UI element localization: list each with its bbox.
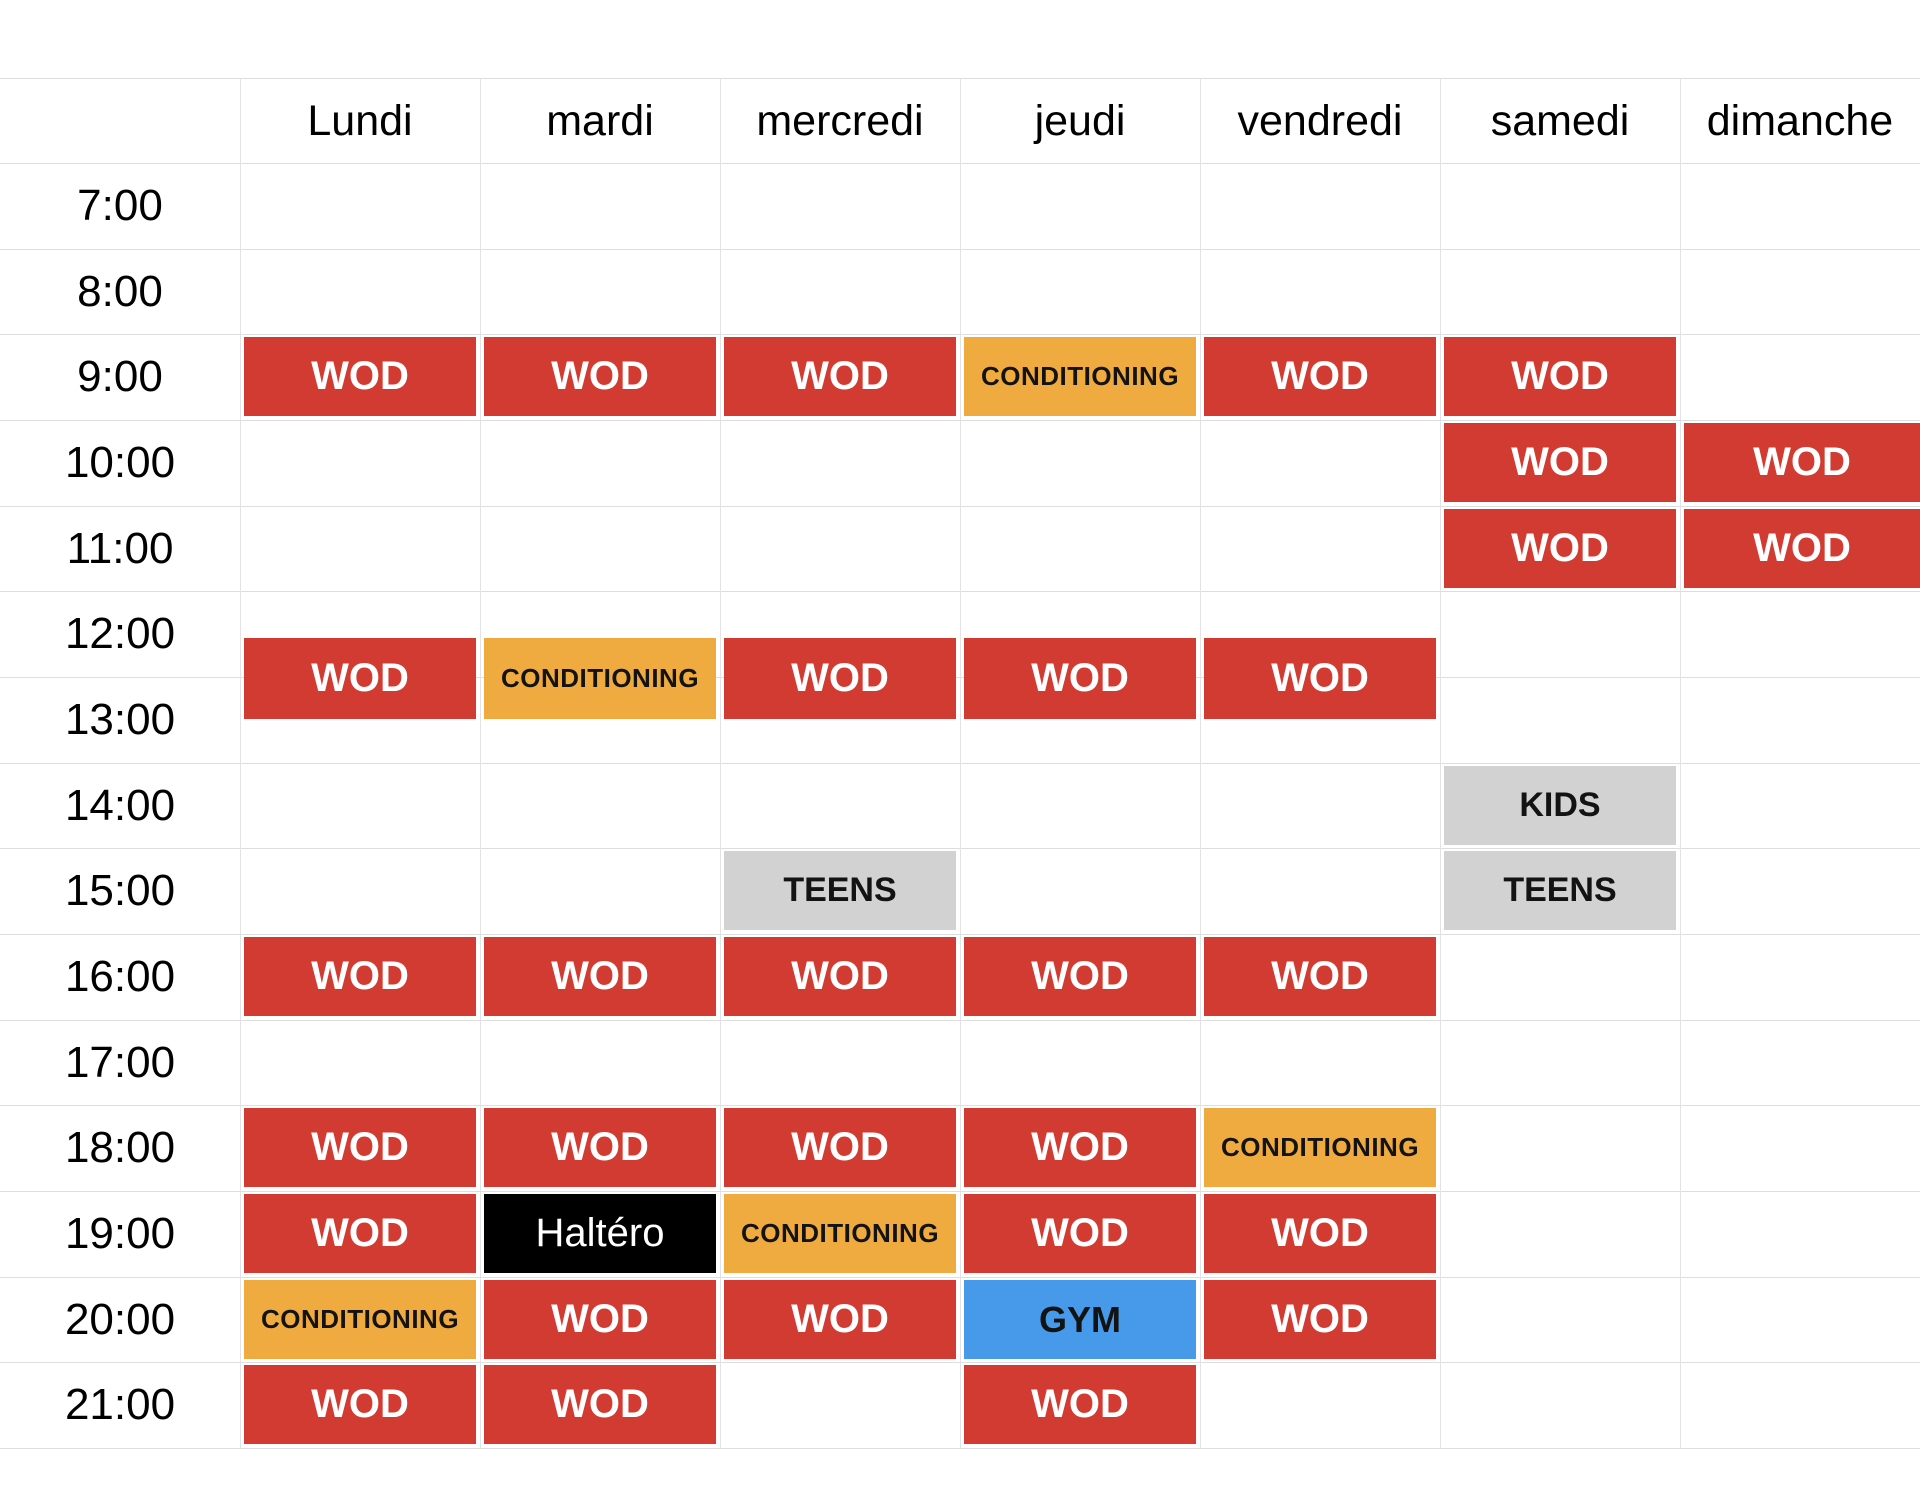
- event-wod[interactable]: WOD: [244, 1108, 476, 1187]
- event-kids[interactable]: KIDS: [1444, 766, 1676, 845]
- grid-column-line: [480, 78, 481, 1448]
- event-wod[interactable]: WOD: [484, 937, 716, 1016]
- event-wod[interactable]: WOD: [1204, 1280, 1436, 1359]
- event-wod[interactable]: WOD: [724, 1280, 956, 1359]
- event-wod[interactable]: WOD: [1684, 423, 1920, 502]
- time-label: 13:00: [64, 695, 176, 744]
- time-label: 12:00: [64, 609, 176, 658]
- event-wod[interactable]: WOD: [1204, 937, 1436, 1016]
- time-label: 11:00: [66, 524, 174, 573]
- time-label: 16:00: [64, 952, 176, 1001]
- day-header-samedi: samedi: [1490, 96, 1630, 145]
- event-teens[interactable]: TEENS: [1444, 851, 1676, 930]
- event-conditioning[interactable]: CONDITIONING: [724, 1194, 956, 1273]
- time-label: 15:00: [64, 866, 176, 915]
- event-wod[interactable]: WOD: [1444, 423, 1676, 502]
- grid-row-line: [0, 1448, 1920, 1449]
- time-label: 10:00: [64, 438, 176, 487]
- event-wod[interactable]: WOD: [1444, 337, 1676, 416]
- event-wod[interactable]: WOD: [964, 1365, 1196, 1444]
- event-wod[interactable]: WOD: [1204, 337, 1436, 416]
- grid-column-line: [720, 78, 721, 1448]
- grid-column-line: [1440, 78, 1441, 1448]
- day-header-lundi: Lundi: [307, 96, 413, 145]
- day-header-mardi: mardi: [546, 96, 654, 145]
- event-wod[interactable]: WOD: [724, 638, 956, 719]
- grid-column-line: [1200, 78, 1201, 1448]
- day-header-mercredi: mercredi: [756, 96, 924, 145]
- event-wod[interactable]: WOD: [244, 1365, 476, 1444]
- event-wod[interactable]: WOD: [1684, 509, 1920, 588]
- event-wod[interactable]: WOD: [244, 937, 476, 1016]
- time-label: 8:00: [77, 267, 163, 316]
- event-wod[interactable]: WOD: [964, 1108, 1196, 1187]
- day-header-vendredi: vendredi: [1237, 96, 1403, 145]
- event-wod[interactable]: WOD: [484, 1365, 716, 1444]
- event-wod[interactable]: WOD: [724, 937, 956, 1016]
- grid-column-line: [240, 78, 241, 1448]
- event-conditioning[interactable]: CONDITIONING: [1204, 1108, 1436, 1187]
- event-wod[interactable]: WOD: [1204, 638, 1436, 719]
- grid-column-line: [1680, 78, 1681, 1448]
- event-wod[interactable]: WOD: [244, 638, 476, 719]
- time-label: 20:00: [64, 1295, 176, 1344]
- time-label: 18:00: [64, 1123, 176, 1172]
- time-label: 21:00: [64, 1380, 176, 1429]
- event-gym[interactable]: GYM: [964, 1280, 1196, 1359]
- event-wod[interactable]: WOD: [484, 337, 716, 416]
- event-wod[interactable]: WOD: [724, 1108, 956, 1187]
- event-wod[interactable]: WOD: [484, 1108, 716, 1187]
- time-label: 7:00: [77, 181, 163, 230]
- time-label: 14:00: [64, 781, 176, 830]
- time-label: 9:00: [77, 352, 163, 401]
- event-wod[interactable]: WOD: [724, 337, 956, 416]
- event-wod[interactable]: WOD: [964, 638, 1196, 719]
- event-wod[interactable]: WOD: [244, 1194, 476, 1273]
- time-label: 17:00: [64, 1038, 176, 1087]
- event-wod[interactable]: WOD: [1444, 509, 1676, 588]
- day-header-jeudi: jeudi: [1034, 96, 1126, 145]
- event-wod[interactable]: WOD: [484, 1280, 716, 1359]
- grid-column-line: [960, 78, 961, 1448]
- event-conditioning[interactable]: CONDITIONING: [964, 337, 1196, 416]
- event-wod[interactable]: WOD: [1204, 1194, 1436, 1273]
- event-wod[interactable]: WOD: [964, 937, 1196, 1016]
- day-header-dimanche: dimanche: [1706, 96, 1894, 145]
- event-conditioning[interactable]: CONDITIONING: [484, 638, 716, 719]
- event-wod[interactable]: WOD: [964, 1194, 1196, 1273]
- event-conditioning[interactable]: CONDITIONING: [244, 1280, 476, 1359]
- event-teens[interactable]: TEENS: [724, 851, 956, 930]
- event-wod[interactable]: WOD: [244, 337, 476, 416]
- time-label: 19:00: [64, 1209, 176, 1258]
- event-haltero[interactable]: Haltéro: [484, 1194, 716, 1273]
